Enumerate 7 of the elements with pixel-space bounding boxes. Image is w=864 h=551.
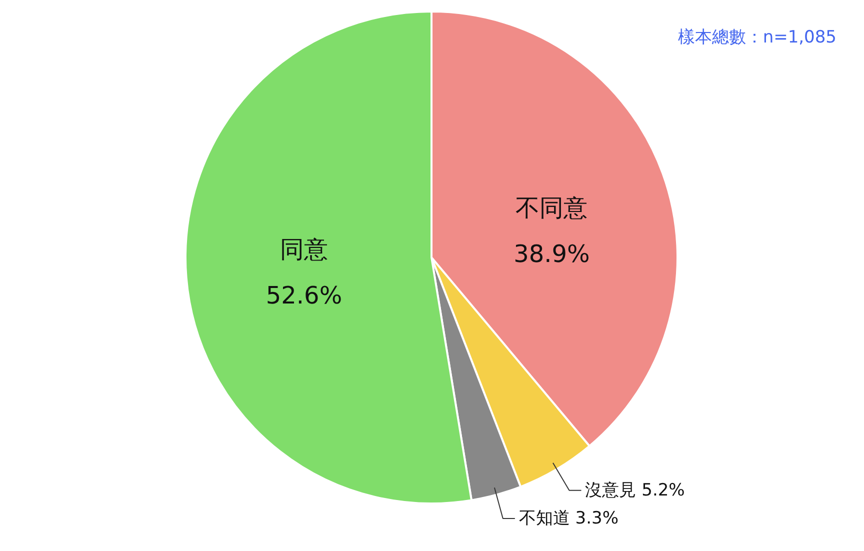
slice-label: 不知道 3.3% (518, 508, 618, 529)
text: 樣本總數：n=1,085 (678, 28, 836, 48)
slice-label: 沒意見 5.2% (585, 480, 685, 500)
slice-label: 同意 (280, 236, 328, 264)
data-label: 38.9% (514, 240, 590, 268)
data-label: 52.6% (266, 282, 342, 310)
slice-label: 不同意 (516, 194, 588, 222)
